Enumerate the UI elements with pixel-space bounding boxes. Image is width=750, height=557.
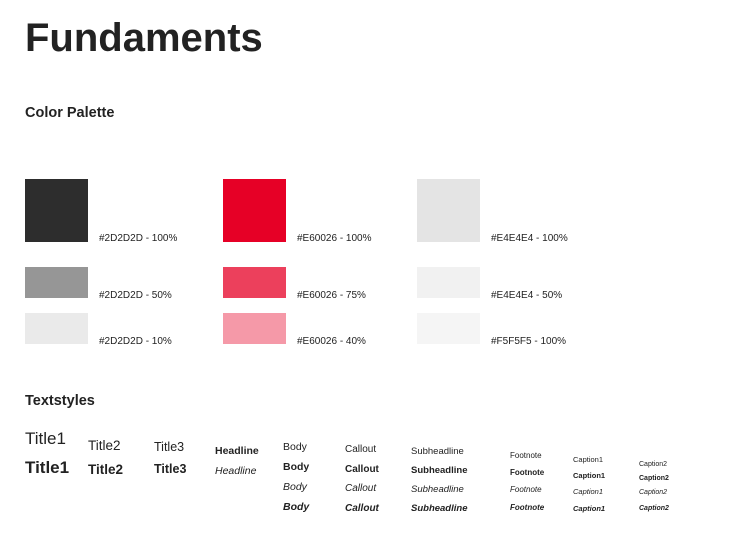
swatch-2d2d2d-10: [25, 313, 88, 344]
headline-italic: Headline: [215, 465, 257, 477]
swatch-label: #E4E4E4 - 50%: [491, 290, 563, 301]
textstyles-heading: Textstyles: [25, 393, 95, 409]
caption1-bold-italic: Caption1: [573, 504, 606, 513]
subheadline-italic: Subheadline: [411, 484, 464, 495]
swatch-label: #E60026 - 75%: [297, 290, 366, 301]
swatch-e60026-40: [223, 313, 286, 344]
callout-italic: Callout: [345, 483, 377, 494]
swatch-2d2d2d-100: [25, 179, 88, 242]
body-italic: Body: [283, 481, 307, 493]
title3-bold: Title3: [154, 462, 187, 476]
subheadline-bold: Subheadline: [411, 465, 468, 476]
swatch-label: #2D2D2D - 50%: [99, 290, 172, 301]
caption1-italic: Caption1: [573, 487, 604, 496]
body-regular: Body: [283, 441, 307, 453]
footnote-bold-italic: Footnote: [510, 503, 545, 512]
swatch-f5f5f5-100: [417, 313, 480, 344]
swatch-label: #E60026 - 40%: [297, 336, 366, 347]
swatch-label: #E60026 - 100%: [297, 233, 372, 244]
swatch-label: #2D2D2D - 100%: [99, 233, 178, 244]
footnote-bold: Footnote: [510, 468, 545, 477]
caption1-regular: Caption1: [573, 455, 604, 464]
callout-regular: Callout: [345, 444, 377, 455]
caption1-bold: Caption1: [573, 471, 606, 480]
headline-bold: Headline: [215, 445, 259, 457]
caption2-regular: Caption2: [639, 461, 668, 468]
caption2-bold: Caption2: [639, 475, 669, 482]
swatch-label: #E4E4E4 - 100%: [491, 233, 568, 244]
color-palette-heading: Color Palette: [25, 105, 115, 121]
body-bold: Body: [283, 461, 310, 473]
swatch-e60026-75: [223, 267, 286, 298]
caption2-bold-italic: Caption2: [639, 505, 669, 512]
swatch-e4e4e4-50: [417, 267, 480, 298]
title2-bold: Title2: [88, 462, 124, 477]
title3-regular: Title3: [154, 440, 185, 454]
title1-bold: Title1: [25, 458, 70, 477]
footnote-italic: Footnote: [510, 485, 542, 494]
swatch-e4e4e4-100: [417, 179, 480, 242]
swatch-e60026-100: [223, 179, 286, 242]
subheadline-regular: Subheadline: [411, 446, 464, 457]
page-title: Fundaments: [25, 16, 263, 60]
swatch-2d2d2d-50: [25, 267, 88, 298]
title1-regular: Title1: [25, 429, 66, 448]
footnote-regular: Footnote: [510, 451, 542, 460]
body-bold-italic: Body: [283, 501, 310, 513]
swatch-label: #2D2D2D - 10%: [99, 336, 172, 347]
title2-regular: Title2: [88, 438, 121, 453]
caption2-italic: Caption2: [639, 489, 668, 496]
callout-bold: Callout: [345, 464, 379, 475]
subheadline-bold-italic: Subheadline: [411, 503, 468, 514]
callout-bold-italic: Callout: [345, 503, 379, 514]
swatch-label: #F5F5F5 - 100%: [491, 336, 567, 347]
